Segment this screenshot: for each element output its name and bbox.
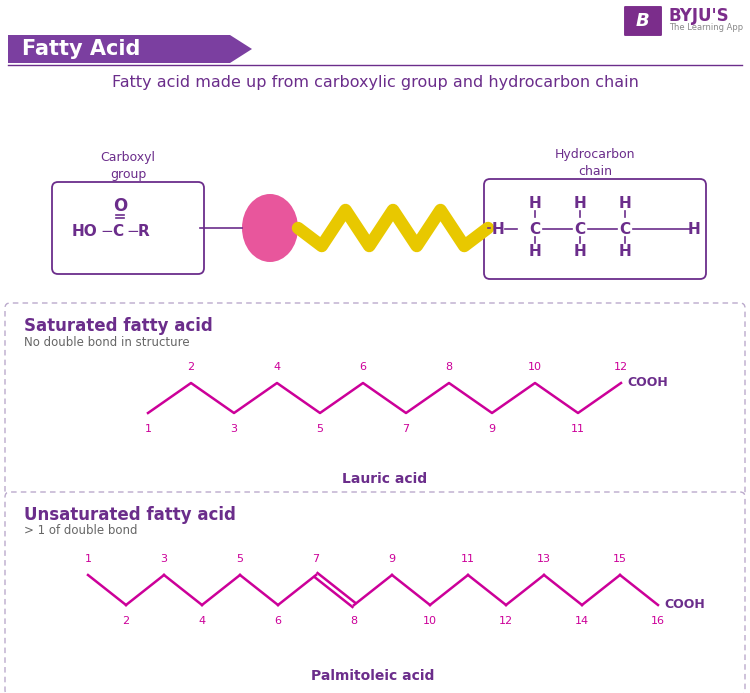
Text: R: R — [138, 225, 150, 240]
FancyBboxPatch shape — [5, 492, 745, 693]
Text: 4: 4 — [199, 616, 206, 626]
Text: 12: 12 — [614, 362, 628, 372]
Text: COOH: COOH — [627, 376, 668, 389]
Text: 10: 10 — [423, 616, 437, 626]
Text: BYJU'S: BYJU'S — [669, 7, 730, 25]
Text: HO: HO — [72, 225, 98, 240]
Text: 9: 9 — [388, 554, 395, 564]
Text: Hydrocarbon
chain: Hydrocarbon chain — [555, 148, 635, 178]
Text: 7: 7 — [313, 554, 320, 564]
Text: O: O — [112, 197, 127, 215]
FancyBboxPatch shape — [623, 5, 663, 37]
Text: > 1 of double bond: > 1 of double bond — [24, 525, 137, 538]
Text: 5: 5 — [316, 424, 323, 434]
Text: C: C — [620, 222, 631, 236]
Text: C: C — [112, 225, 123, 240]
Text: Fatty Acid: Fatty Acid — [22, 39, 140, 59]
Text: H: H — [529, 243, 542, 258]
FancyBboxPatch shape — [52, 182, 204, 274]
Text: H: H — [688, 222, 700, 236]
Text: H: H — [529, 195, 542, 211]
Text: H: H — [619, 243, 632, 258]
Text: 1: 1 — [85, 554, 92, 564]
Text: 3: 3 — [230, 424, 238, 434]
Text: 8: 8 — [446, 362, 452, 372]
Text: 6: 6 — [359, 362, 367, 372]
Text: COOH: COOH — [664, 599, 705, 611]
Text: Unsaturated fatty acid: Unsaturated fatty acid — [24, 506, 236, 524]
Text: H: H — [574, 243, 586, 258]
Text: 2: 2 — [188, 362, 194, 372]
Text: 7: 7 — [403, 424, 410, 434]
Text: B: B — [636, 12, 650, 30]
Text: Fatty acid made up from carboxylic group and hydrocarbon chain: Fatty acid made up from carboxylic group… — [112, 76, 638, 91]
Text: 6: 6 — [274, 616, 281, 626]
Text: −: − — [126, 225, 139, 240]
Text: 16: 16 — [651, 616, 665, 626]
Text: C: C — [530, 222, 541, 236]
Text: C: C — [574, 222, 586, 236]
Text: 10: 10 — [528, 362, 542, 372]
Text: −: − — [100, 225, 112, 240]
Text: The Learning App: The Learning App — [669, 24, 743, 33]
Text: H: H — [574, 195, 586, 211]
Text: No double bond in structure: No double bond in structure — [24, 335, 190, 349]
Text: 15: 15 — [613, 554, 627, 564]
Text: 9: 9 — [488, 424, 496, 434]
Text: Palmitoleic acid: Palmitoleic acid — [311, 669, 435, 683]
Text: Lauric acid: Lauric acid — [342, 472, 427, 486]
Polygon shape — [8, 35, 252, 63]
Text: 5: 5 — [236, 554, 244, 564]
Text: H: H — [619, 195, 632, 211]
Text: Saturated fatty acid: Saturated fatty acid — [24, 317, 213, 335]
Text: Carboxyl
group: Carboxyl group — [100, 151, 155, 181]
Text: 13: 13 — [537, 554, 551, 564]
Text: 4: 4 — [274, 362, 280, 372]
Text: 14: 14 — [575, 616, 589, 626]
Ellipse shape — [242, 194, 298, 262]
FancyBboxPatch shape — [5, 303, 745, 498]
Text: 3: 3 — [160, 554, 167, 564]
Text: 11: 11 — [571, 424, 585, 434]
Text: 11: 11 — [461, 554, 475, 564]
Text: 12: 12 — [499, 616, 513, 626]
Text: 2: 2 — [122, 616, 130, 626]
Text: H: H — [492, 222, 504, 236]
FancyBboxPatch shape — [484, 179, 706, 279]
Text: 8: 8 — [350, 616, 358, 626]
Text: 1: 1 — [145, 424, 152, 434]
